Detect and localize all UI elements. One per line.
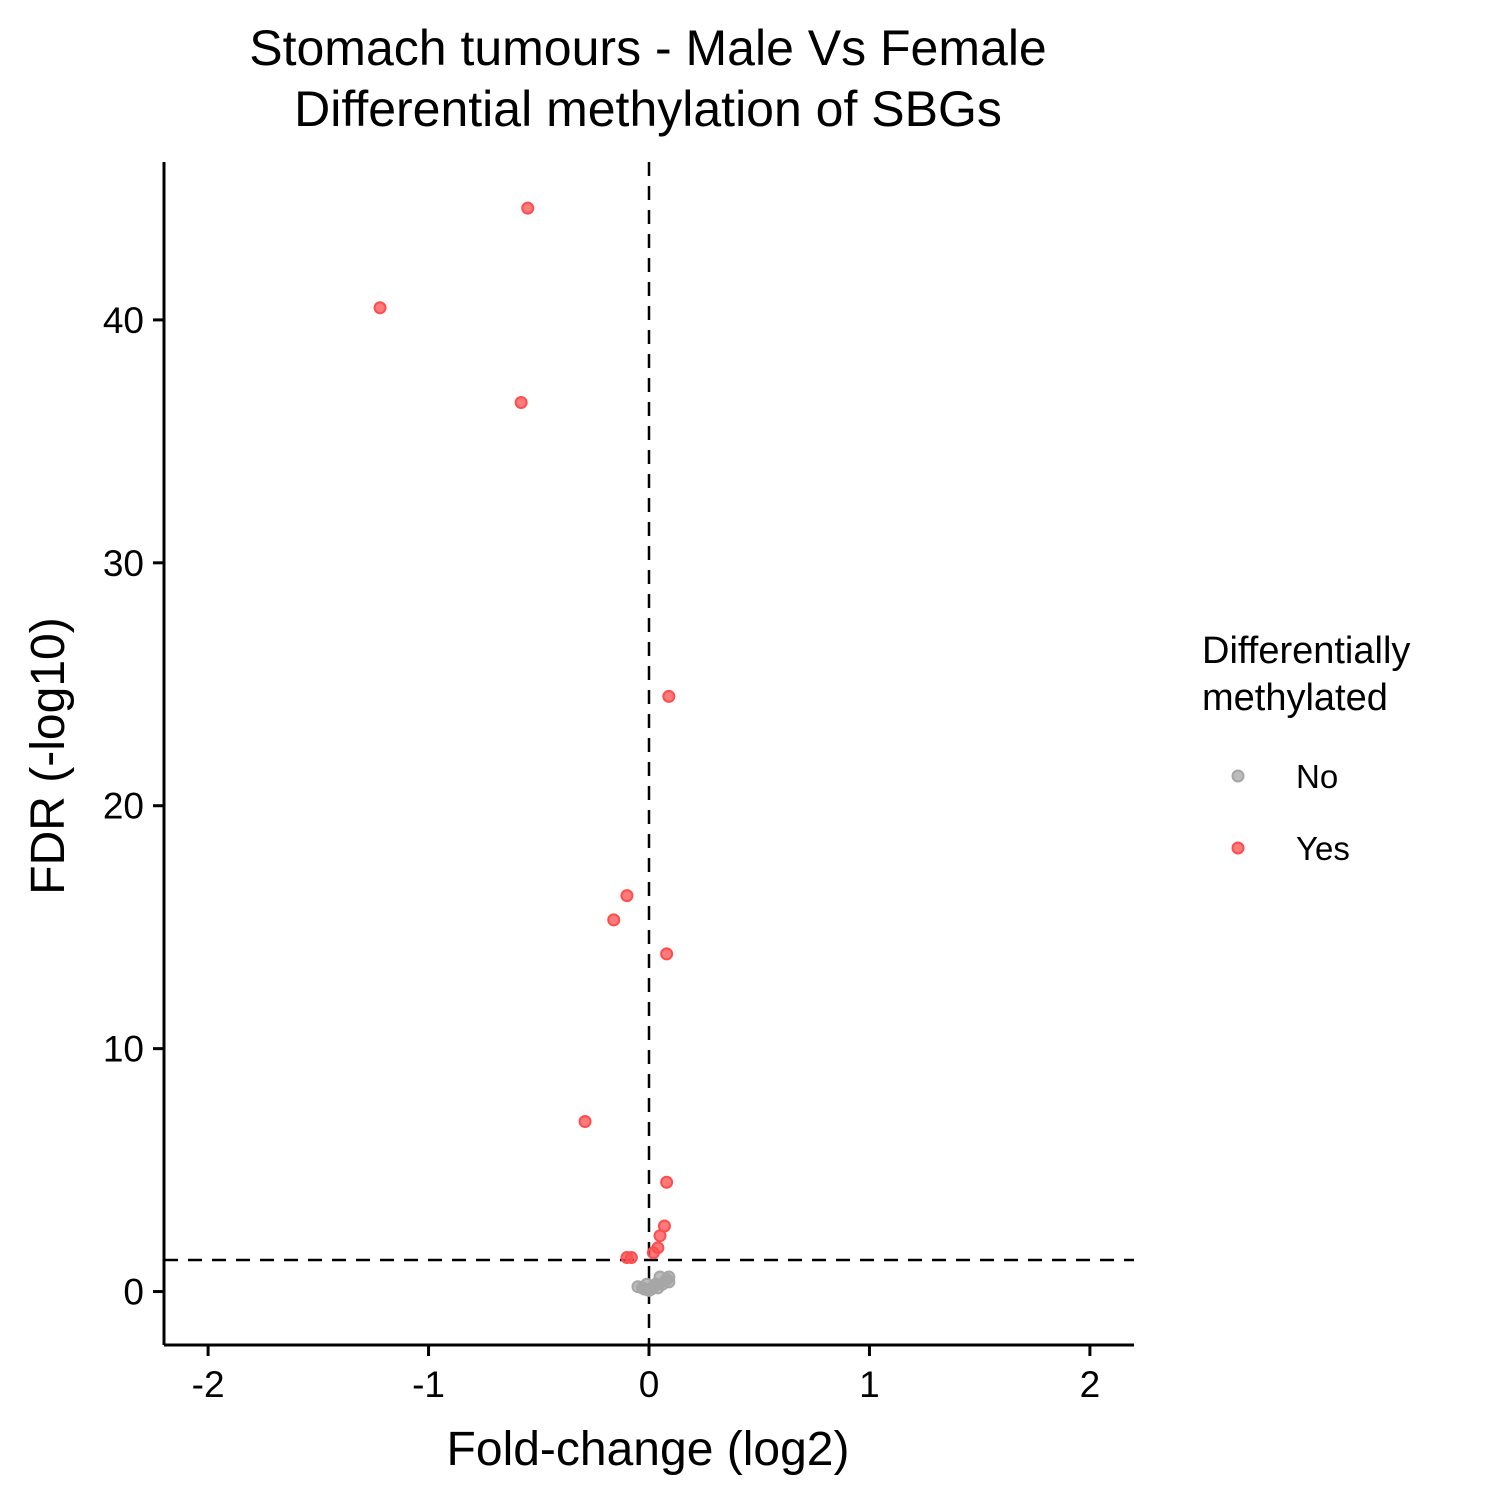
legend-entry-no: No	[1231, 758, 1338, 795]
data-point	[607, 913, 621, 927]
x-tick-label: 2	[1080, 1364, 1101, 1405]
chart-title-line-1: Stomach tumours - Male Vs Female	[249, 20, 1047, 76]
x-axis-title: Fold-change (log2)	[447, 1423, 850, 1476]
data-point	[662, 1275, 676, 1289]
data-point	[662, 689, 676, 703]
legend-label: No	[1296, 758, 1338, 795]
x-axis-ticks: -2 -1 0 1 2	[192, 1345, 1101, 1405]
data-points	[373, 201, 676, 1297]
x-tick-label: -2	[192, 1364, 225, 1405]
legend-title-line-2: methylated	[1202, 677, 1388, 719]
chart-title-line-2: Differential methylation of SBGs	[294, 81, 1002, 137]
y-tick-label: 0	[123, 1272, 144, 1313]
data-point	[660, 1175, 674, 1189]
legend-key	[1231, 841, 1245, 855]
legend-entries: No Yes	[1231, 758, 1350, 867]
y-tick-label: 20	[103, 786, 144, 827]
data-point	[373, 301, 387, 315]
y-tick-label: 30	[103, 543, 144, 584]
data-point	[646, 1246, 660, 1260]
series-no	[631, 1270, 676, 1297]
y-tick-label: 10	[103, 1029, 144, 1070]
data-point	[651, 1281, 665, 1295]
reference-lines	[164, 162, 1134, 1345]
y-axis-ticks: 0 10 20 30 40	[103, 300, 164, 1313]
data-point	[620, 889, 634, 903]
legend-label: Yes	[1296, 830, 1350, 867]
legend-title-line-1: Differentially	[1202, 630, 1410, 672]
data-point	[514, 395, 528, 409]
x-tick-label: -1	[412, 1364, 445, 1405]
data-point	[624, 1251, 638, 1265]
y-tick-label: 40	[103, 300, 144, 341]
x-tick-label: 0	[639, 1364, 660, 1405]
data-point	[578, 1115, 592, 1129]
data-point	[653, 1229, 667, 1243]
series-yes	[373, 201, 676, 1265]
x-tick-label: 1	[859, 1364, 880, 1405]
data-point	[660, 947, 674, 961]
data-point	[521, 201, 535, 215]
legend: Differentially methylated No Yes	[1202, 630, 1410, 867]
y-axis-title: FDR (-log10)	[22, 617, 75, 894]
legend-entry-yes: Yes	[1231, 830, 1350, 867]
legend-key	[1231, 769, 1245, 783]
data-point	[640, 1277, 654, 1291]
